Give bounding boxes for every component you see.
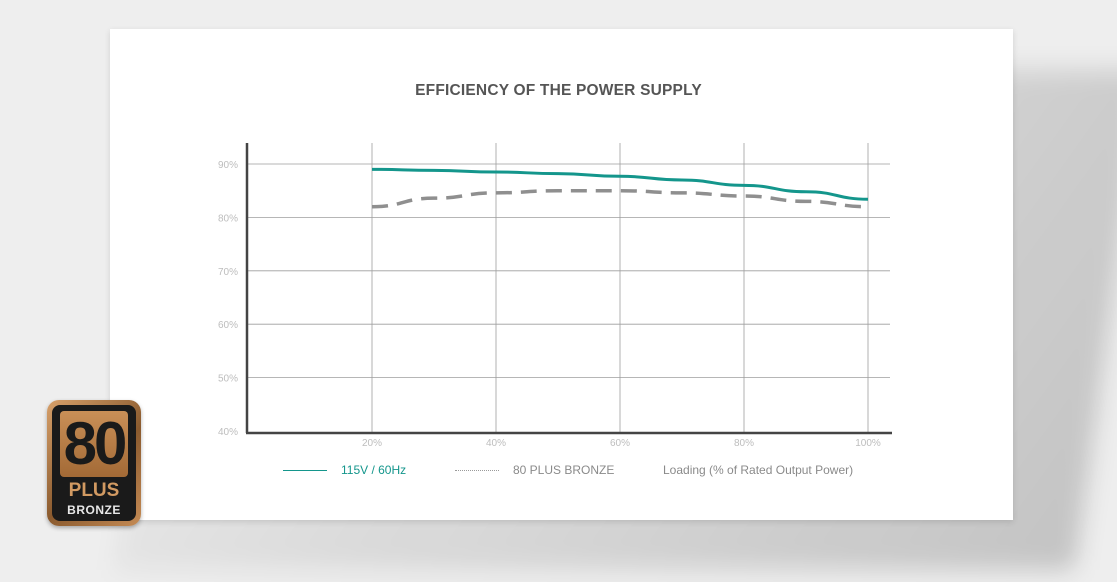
x-tick-label: 100% [855, 438, 881, 449]
x-tick-labels: 20% 40% 60% 80% 100% [362, 438, 881, 449]
x-tick-label: 20% [362, 438, 382, 449]
series-lines [371, 167, 869, 209]
axes [245, 143, 892, 435]
y-tick-label: 90% [218, 160, 238, 171]
y-tick-label: 50% [218, 374, 238, 385]
legend-item-115v: 115V / 60Hz [283, 463, 406, 477]
badge-tier: BRONZE [67, 503, 121, 517]
legend-dashed-line-swatch [455, 469, 499, 471]
x-tick-label: 60% [610, 438, 630, 449]
series-line-bronze [371, 188, 869, 209]
badge-plus: PLUS [68, 480, 120, 501]
legend-solid-line-swatch [283, 469, 327, 471]
legend-item-bronze: 80 PLUS BRONZE [455, 463, 614, 477]
y-tick-label: 40% [218, 427, 238, 438]
chart-title: EFFICIENCY OF THE POWER SUPPLY [415, 82, 702, 99]
series-line-115v [371, 167, 869, 201]
badge-inner: 80 PLUS BRONZE [52, 405, 136, 521]
y-tick-label: 80% [218, 213, 238, 224]
x-tick-label: 40% [486, 438, 506, 449]
legend: 115V / 60Hz 80 PLUS BRONZE Loading (% of… [0, 463, 1117, 487]
chart-card [110, 29, 1013, 520]
badge-number: 80 [60, 411, 128, 477]
y-tick-label: 70% [218, 267, 238, 278]
y-tick-labels: 90% 80% 70% 60% 50% 40% [218, 160, 238, 438]
legend-label-bronze: 80 PLUS BRONZE [513, 463, 615, 477]
x-axis-label-text: Loading (% of Rated Output Power) [663, 463, 854, 477]
grid [247, 143, 890, 432]
badge-reflection [47, 527, 141, 557]
x-axis-label: Loading (% of Rated Output Power) [663, 463, 853, 477]
y-tick-label: 60% [218, 320, 238, 331]
legend-label-115v: 115V / 60Hz [341, 463, 407, 477]
x-tick-label: 80% [734, 438, 754, 449]
80-plus-bronze-badge: 80 PLUS BRONZE [47, 400, 141, 526]
